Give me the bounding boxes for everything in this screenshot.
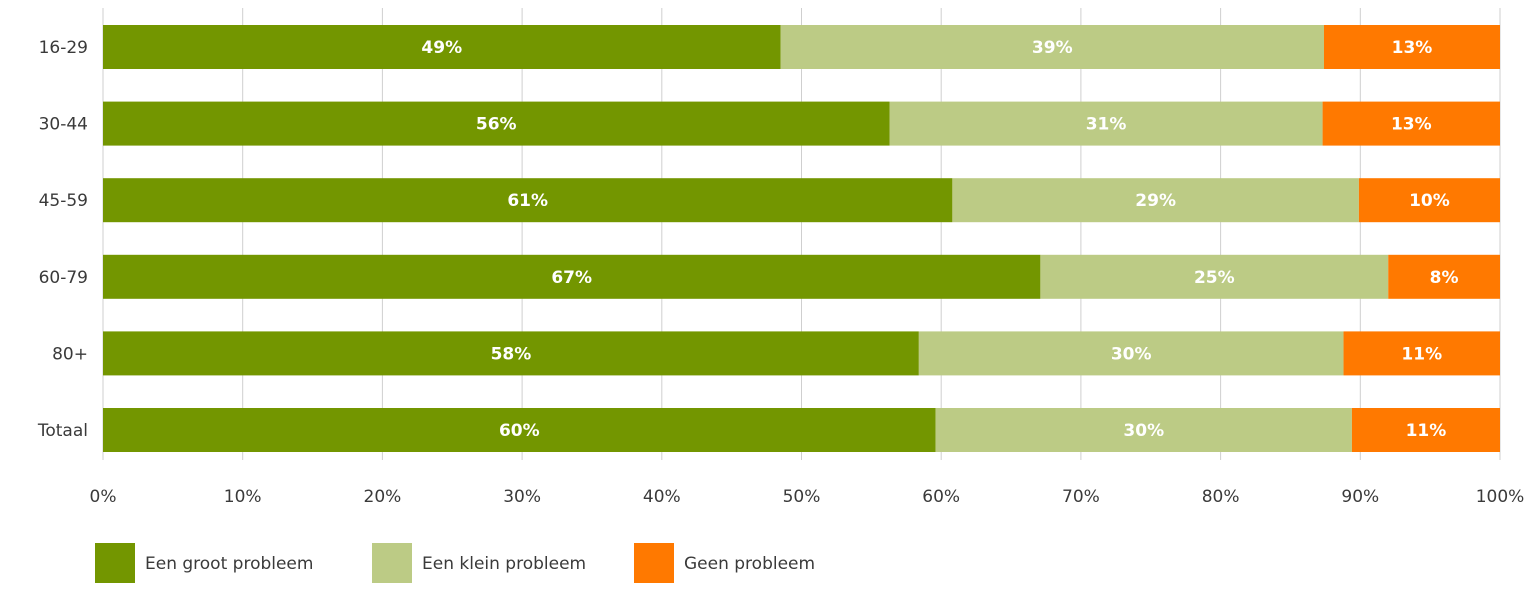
- legend-label: Een groot probleem: [145, 554, 313, 574]
- bar-segment: [1388, 254, 1500, 299]
- bars: 49% 39% 13% 56% 31% 13% 61% 29% 10% 67% 25% 8% 58% 30…: [103, 25, 1500, 452]
- x-tick-label: 40%: [643, 487, 681, 507]
- data-label: 49%: [421, 38, 462, 58]
- bar-segment: [103, 178, 953, 223]
- x-tick-label: 70%: [1062, 487, 1100, 507]
- data-label: 58%: [491, 344, 532, 364]
- data-label: 30%: [1123, 421, 1164, 441]
- legend-swatch: [634, 543, 674, 583]
- data-label: 10%: [1409, 191, 1450, 211]
- data-label: 11%: [1406, 421, 1447, 441]
- data-label: 67%: [551, 268, 592, 288]
- data-label: 8%: [1430, 268, 1459, 288]
- data-label: 61%: [507, 191, 548, 211]
- data-label: 29%: [1135, 191, 1176, 211]
- x-tick-label: 10%: [224, 487, 262, 507]
- legend-label: Een klein probleem: [422, 554, 586, 574]
- data-label: 13%: [1392, 38, 1433, 58]
- bar-segment: [1323, 25, 1500, 69]
- bar-segment: [103, 408, 936, 452]
- x-tick-label: 80%: [1202, 487, 1240, 507]
- bar-segment: [1040, 254, 1389, 299]
- x-tick-label: 0%: [90, 487, 117, 507]
- data-label: 60%: [499, 421, 540, 441]
- grid-lines: [102, 8, 1501, 460]
- x-tick-label: 20%: [364, 487, 402, 507]
- bar-segment: [1343, 331, 1500, 376]
- legend: Een groot probleem Een klein probleem Geen…: [95, 543, 815, 583]
- category-label: 16-29: [39, 38, 88, 58]
- bar-segment: [889, 101, 1323, 146]
- data-label: 39%: [1032, 38, 1073, 58]
- bar-segment: [918, 331, 1344, 376]
- x-tick-label: 60%: [922, 487, 960, 507]
- data-label: 30%: [1111, 344, 1152, 364]
- legend-swatch: [372, 543, 412, 583]
- category-label: 45-59: [39, 191, 88, 211]
- bar-segment: [780, 25, 1324, 69]
- x-tick-label: 30%: [503, 487, 541, 507]
- bar-segment: [1351, 408, 1500, 452]
- category-label: 80+: [52, 344, 88, 364]
- data-label: 56%: [476, 115, 517, 135]
- data-label: 13%: [1391, 115, 1432, 135]
- bar-segment: [103, 254, 1041, 299]
- bar-segment: [103, 101, 890, 146]
- bar-segment: [952, 178, 1359, 223]
- legend-label: Geen probleem: [684, 554, 815, 574]
- data-label: 11%: [1401, 344, 1442, 364]
- legend-swatch: [95, 543, 135, 583]
- category-labels: 16-29 30-44 45-59 60-79 80+ Totaal: [37, 38, 88, 441]
- bar-segment: [1358, 178, 1500, 223]
- data-label: 25%: [1194, 268, 1235, 288]
- category-label: 30-44: [39, 115, 88, 135]
- bar-segment: [103, 25, 781, 69]
- data-label: 31%: [1086, 115, 1127, 135]
- category-label: 60-79: [39, 268, 88, 288]
- bar-segment: [935, 408, 1352, 452]
- bar-segment: [103, 331, 919, 376]
- x-tick-label: 50%: [783, 487, 821, 507]
- category-label: Totaal: [37, 421, 88, 441]
- x-tick-label: 100%: [1476, 487, 1525, 507]
- x-axis-tick-labels: 0% 10% 20% 30% 40% 50% 60% 70% 80% 90% 100%: [90, 487, 1525, 507]
- x-tick-label: 90%: [1341, 487, 1379, 507]
- bar-segment: [1322, 101, 1500, 146]
